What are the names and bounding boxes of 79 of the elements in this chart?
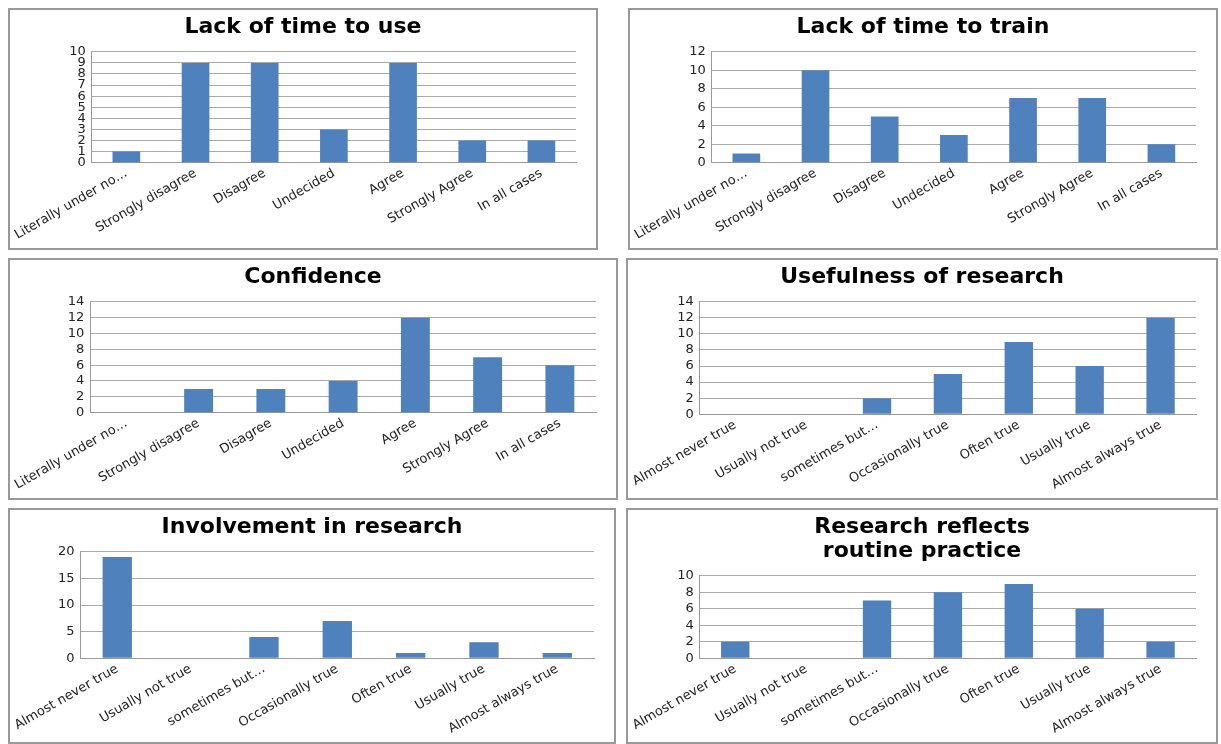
y-tick-label: 4 bbox=[697, 117, 706, 133]
bar bbox=[102, 557, 132, 658]
bar bbox=[1146, 641, 1175, 658]
y-tick-label: 2 bbox=[75, 388, 85, 404]
y-tick-label: 2 bbox=[685, 633, 694, 649]
bar bbox=[469, 642, 499, 658]
y-tick-label: 10 bbox=[677, 325, 694, 341]
y-tick-label: 10 bbox=[58, 596, 75, 612]
bar bbox=[400, 317, 430, 413]
bar bbox=[1009, 97, 1037, 163]
bar bbox=[250, 62, 279, 163]
y-tick-label: 8 bbox=[697, 80, 706, 96]
bar bbox=[545, 365, 575, 413]
bar bbox=[1004, 584, 1033, 658]
y-tick-label: 6 bbox=[685, 600, 694, 616]
bar bbox=[181, 62, 210, 163]
bar bbox=[458, 140, 487, 163]
bar bbox=[933, 374, 963, 414]
y-tick-label: 6 bbox=[697, 98, 706, 114]
bar bbox=[184, 388, 214, 413]
bar bbox=[1075, 366, 1104, 414]
bar bbox=[933, 592, 963, 658]
chart-title: Involvement in research bbox=[160, 513, 464, 538]
bar bbox=[1147, 144, 1176, 163]
chart-title: Lack of time to use bbox=[183, 13, 423, 38]
bar bbox=[870, 116, 899, 163]
bar bbox=[732, 153, 761, 163]
chart-title: Lack of time to train bbox=[795, 13, 1051, 38]
y-tick-label: 0 bbox=[685, 405, 694, 421]
bar bbox=[328, 380, 358, 413]
y-tick-label: 0 bbox=[66, 649, 75, 665]
x-tick-label: Often true bbox=[348, 660, 414, 707]
bar bbox=[1078, 97, 1107, 163]
bar bbox=[527, 140, 556, 163]
y-tick-label: 8 bbox=[75, 340, 85, 356]
y-tick-label: 12 bbox=[67, 309, 85, 325]
bar bbox=[322, 620, 352, 658]
bar bbox=[1146, 317, 1175, 414]
y-tick-label: 6 bbox=[685, 357, 694, 373]
bar bbox=[112, 151, 141, 163]
y-tick-label: 15 bbox=[58, 569, 75, 585]
y-tick-label: 5 bbox=[66, 622, 75, 638]
bar bbox=[320, 129, 348, 163]
bar bbox=[1075, 608, 1104, 658]
chart-title: Confidence bbox=[243, 263, 383, 288]
y-tick-label: 14 bbox=[67, 293, 85, 309]
bar bbox=[473, 357, 503, 413]
bar bbox=[395, 652, 426, 658]
bar bbox=[1004, 341, 1033, 414]
chart-title: Usefulness of research bbox=[779, 263, 1065, 288]
chart-title: Research reflects routine practice bbox=[813, 513, 1031, 562]
bar bbox=[801, 70, 830, 163]
y-tick-label: 4 bbox=[75, 372, 85, 388]
bar bbox=[542, 652, 572, 658]
bar bbox=[721, 641, 750, 658]
bar bbox=[940, 134, 968, 163]
y-tick-label: 0 bbox=[77, 154, 86, 170]
y-tick-label: 10 bbox=[67, 324, 85, 340]
bar bbox=[256, 388, 286, 413]
y-tick-label: 20 bbox=[58, 543, 75, 559]
bar bbox=[389, 62, 417, 163]
bar bbox=[862, 398, 892, 414]
y-tick-label: 0 bbox=[697, 154, 706, 170]
y-tick-label: 6 bbox=[75, 356, 85, 372]
y-tick-label: 10 bbox=[689, 61, 706, 77]
bar bbox=[862, 600, 892, 658]
y-tick-label: 2 bbox=[697, 135, 706, 151]
y-tick-label: 10 bbox=[677, 567, 694, 583]
bar bbox=[249, 636, 279, 658]
y-tick-label: 14 bbox=[677, 293, 694, 309]
y-tick-label: 0 bbox=[685, 649, 694, 665]
y-tick-label: 12 bbox=[689, 43, 706, 59]
y-tick-label: 4 bbox=[685, 616, 694, 632]
y-tick-label: 8 bbox=[685, 583, 694, 599]
y-tick-label: 0 bbox=[75, 404, 85, 420]
y-tick-label: 2 bbox=[685, 389, 694, 405]
y-tick-label: 8 bbox=[685, 341, 694, 357]
y-tick-label: 12 bbox=[677, 309, 694, 325]
y-tick-label: 4 bbox=[685, 373, 694, 389]
